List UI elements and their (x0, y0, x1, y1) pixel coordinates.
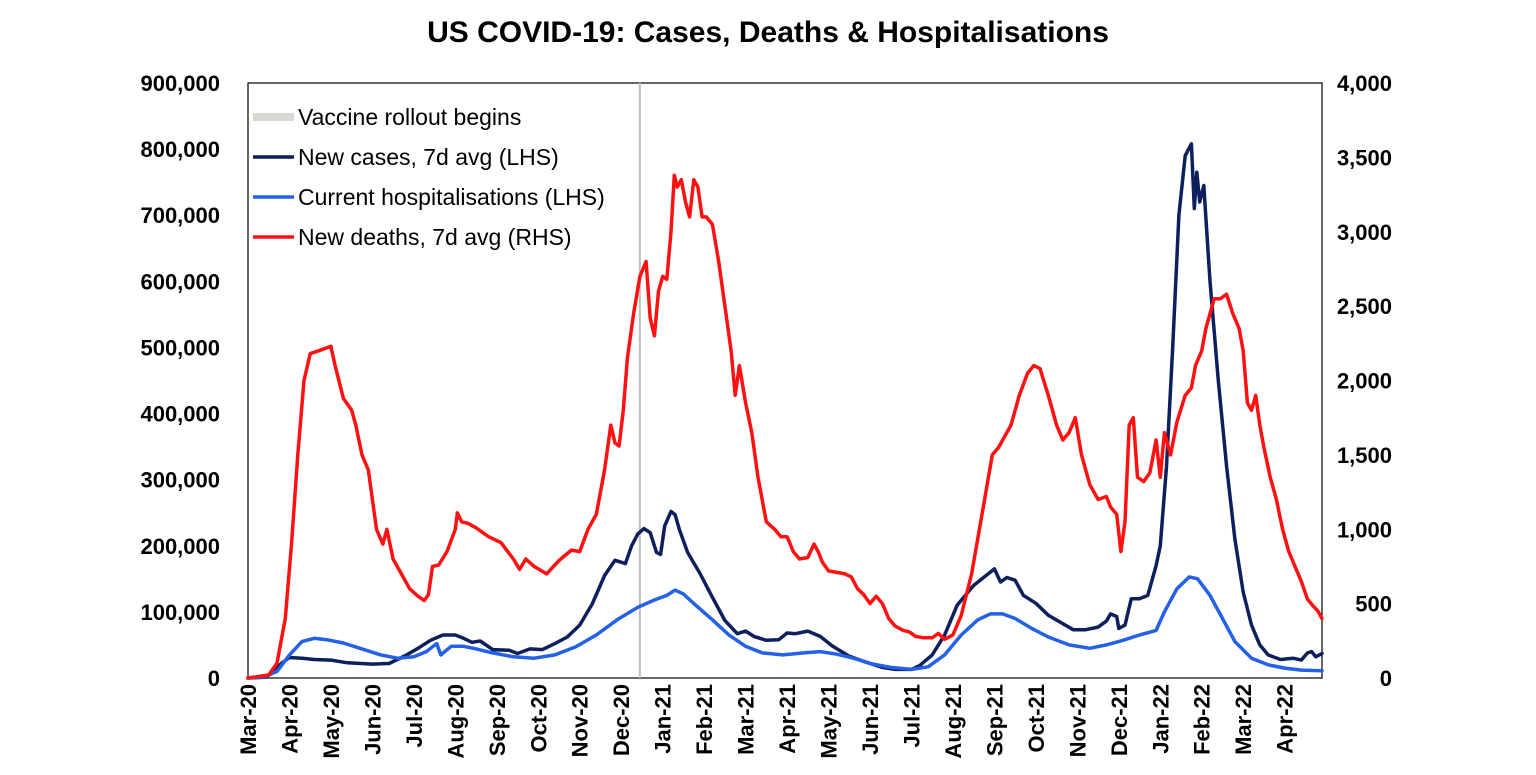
right-tick-label: 4,000 (1337, 71, 1392, 96)
x-tick-label: Aug-20 (443, 684, 468, 759)
x-tick-label: May-20 (319, 684, 344, 759)
x-tick-label: Dec-21 (1107, 684, 1132, 756)
left-tick-label: 400,000 (140, 402, 220, 427)
left-tick-label: 900,000 (140, 71, 220, 96)
left-tick-label: 300,000 (140, 468, 220, 493)
right-tick-label: 0 (1380, 666, 1392, 691)
x-tick-label: Apr-20 (277, 684, 302, 754)
x-tick-label: Dec-20 (609, 684, 634, 756)
x-tick-label: Nov-21 (1065, 684, 1090, 757)
left-tick-label: 600,000 (140, 269, 220, 294)
x-tick-label: Jul-21 (899, 684, 924, 748)
legend-label: Vaccine rollout begins (298, 104, 521, 130)
x-tick-label: Apr-22 (1273, 684, 1298, 754)
x-tick-label: May-21 (817, 684, 842, 759)
x-tick-label: Oct-20 (526, 684, 551, 752)
x-tick-label: Mar-21 (734, 684, 759, 755)
x-tick-label: Jun-20 (360, 684, 385, 755)
x-tick-label: Jul-20 (402, 684, 427, 748)
left-tick-label: 500,000 (140, 335, 220, 360)
right-tick-label: 1,500 (1337, 443, 1392, 468)
left-tick-label: 0 (208, 666, 220, 691)
legend-label: New deaths, 7d avg (RHS) (298, 224, 572, 250)
right-tick-label: 1,000 (1337, 517, 1392, 542)
right-tick-label: 3,000 (1337, 220, 1392, 245)
left-tick-label: 700,000 (140, 203, 220, 228)
x-tick-label: Feb-22 (1190, 684, 1215, 755)
right-tick-label: 2,500 (1337, 294, 1392, 319)
legend: Vaccine rollout begins New cases, 7d avg … (253, 104, 605, 250)
x-tick-label: Mar-22 (1231, 684, 1256, 755)
x-tick-label: Sep-20 (485, 684, 510, 756)
series-line-1 (246, 575, 1324, 680)
x-tick-label: Jan-22 (1148, 684, 1173, 754)
x-tick-label: Jun-21 (858, 684, 883, 755)
x-tick-label: Mar-20 (236, 684, 261, 755)
left-tick-label: 800,000 (140, 137, 220, 162)
left-tick-label: 100,000 (140, 600, 220, 625)
right-tick-label: 2,000 (1337, 369, 1392, 394)
series-line-2 (246, 173, 1324, 680)
legend-label: New cases, 7d avg (LHS) (298, 144, 559, 170)
x-tick-label: Nov-20 (568, 684, 593, 757)
plot-area (247, 82, 1323, 679)
x-tick-label: Jan-21 (651, 684, 676, 754)
x-tick-label: Aug-21 (941, 684, 966, 759)
right-tick-label: 3,500 (1337, 145, 1392, 170)
right-tick-label: 500 (1355, 592, 1392, 617)
x-tick-label: Oct-21 (1024, 684, 1049, 752)
x-tick-label: Apr-21 (775, 684, 800, 754)
x-tick-label: Sep-21 (982, 684, 1007, 756)
x-tick-label: Feb-21 (692, 684, 717, 755)
legend-label: Current hospitalisations (LHS) (298, 184, 605, 210)
chart-title: US COVID-19: Cases, Deaths & Hospitalisa… (427, 16, 1109, 49)
left-tick-label: 200,000 (140, 534, 220, 559)
